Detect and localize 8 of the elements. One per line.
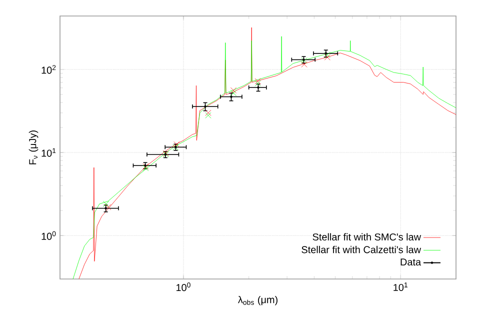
legend-label: Stellar fit with Calzetti's law (302, 246, 422, 254)
y-tick-label: 10$^{2}$ (42, 65, 56, 74)
y-tick-label: 10$^{0}$ (42, 231, 56, 240)
y-tick-label: 10$^{1}$ (42, 148, 56, 157)
legend-label: Stellar fit with SMC's law (312, 233, 422, 240)
y-axis-title: F$_{ν}$ (μJy) (28, 130, 38, 164)
legend-label: Data (400, 258, 422, 266)
x-axis-title: λ$_{obs}$ (μm) (238, 296, 278, 306)
